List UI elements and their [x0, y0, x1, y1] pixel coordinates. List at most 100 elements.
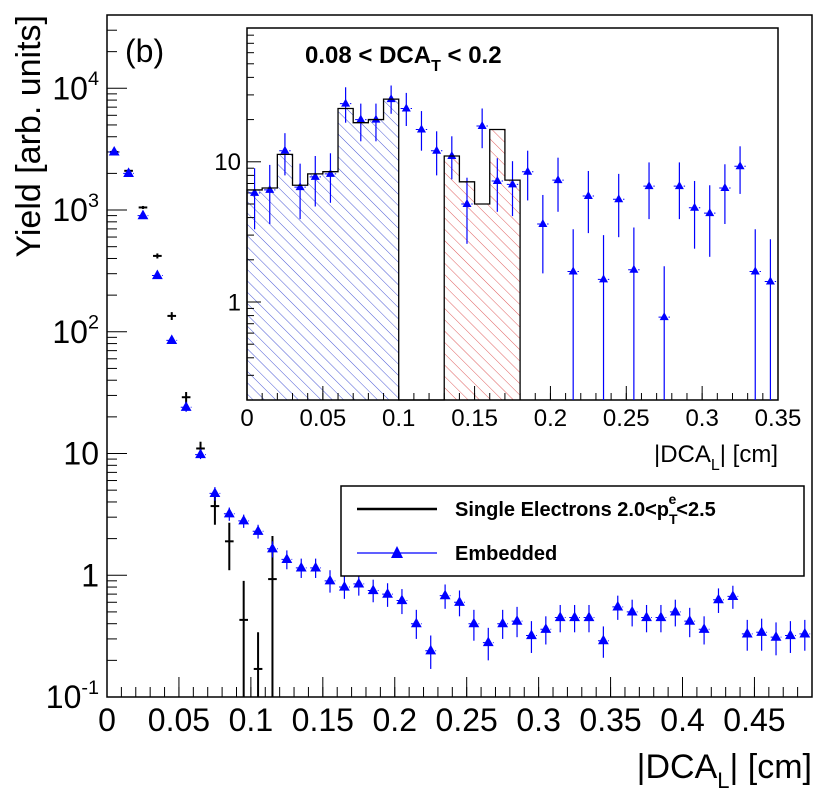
triangle-marker — [569, 611, 581, 622]
data-point-embedded — [338, 576, 350, 599]
data-point-embedded — [643, 162, 655, 220]
main-x-axis-title: |DCAL| [cm] — [637, 748, 812, 793]
legend-marker-embedded — [391, 546, 403, 558]
data-point-single-electrons — [153, 253, 162, 259]
data-point-embedded — [382, 583, 393, 607]
data-point-embedded — [137, 209, 149, 220]
triangle-marker — [482, 636, 494, 647]
triangle-marker — [497, 617, 509, 628]
data-point-embedded — [425, 635, 437, 669]
main-axis-ticks: 0 0.05 0.1 0.15 0.2 0.25 0.3 0.35 0.4 0.4510-1110… — [46, 14, 813, 738]
data-point-embedded — [353, 573, 365, 596]
y-tick-label: 103 — [52, 190, 99, 228]
inset-x-axis-title-sub: L — [711, 457, 720, 474]
triangle-marker — [382, 588, 393, 598]
data-point-embedded — [655, 604, 667, 633]
inset-x-axis-title: |DCAL| [cm] — [654, 441, 778, 474]
x-tick-label: 0.2 — [534, 405, 567, 432]
legend: Single Electrons 2.0<pTe<2.5 Embedded — [340, 485, 805, 577]
x-tick-label: 0.35 — [755, 405, 802, 432]
legend-label-single-electrons-tail: <2.5 — [676, 499, 715, 521]
y-tick-label: 1 — [81, 557, 99, 593]
legend-label-single-electrons-sub: T — [669, 511, 678, 527]
data-point-embedded — [476, 108, 488, 149]
data-point-embedded — [324, 570, 336, 593]
data-point-embedded — [195, 448, 206, 460]
data-point-embedded — [461, 177, 473, 244]
data-point-embedded — [367, 579, 379, 603]
data-point-embedded — [628, 227, 640, 400]
data-point-embedded — [688, 180, 701, 249]
triangle-marker — [599, 274, 609, 283]
data-point-single-electrons — [253, 632, 263, 697]
triangle-marker — [341, 98, 351, 107]
data-point-embedded — [252, 524, 264, 539]
triangle-marker — [280, 145, 290, 154]
triangle-marker — [765, 276, 775, 285]
triangle-marker — [690, 202, 700, 211]
data-point-embedded — [704, 185, 716, 257]
data-point-embedded — [396, 589, 408, 615]
data-point-embedded — [339, 87, 352, 123]
legend-box — [340, 485, 805, 577]
triangle-marker — [416, 124, 426, 133]
triangle-marker — [252, 525, 264, 535]
data-point-embedded — [526, 621, 537, 653]
triangle-marker — [325, 168, 335, 177]
data-point-embedded — [626, 599, 638, 627]
inset-title-sub: T — [431, 58, 441, 75]
triangle-marker — [324, 574, 336, 585]
triangle-marker — [151, 269, 163, 280]
data-point-embedded — [223, 507, 235, 521]
triangle-marker — [310, 561, 322, 572]
y-tick-label: 102 — [52, 312, 99, 350]
data-point-single-electrons — [138, 205, 148, 209]
triangle-marker — [669, 605, 681, 616]
triangle-marker — [583, 611, 595, 622]
legend-label-single-electrons: Single Electrons 2.0<pTe<2.5 — [455, 491, 716, 527]
triangle-marker — [785, 629, 796, 640]
triangle-marker — [401, 103, 411, 112]
data-point-embedded — [567, 229, 579, 400]
triangle-marker — [295, 561, 307, 572]
triangle-marker — [735, 161, 745, 170]
triangle-marker — [720, 183, 730, 192]
x-tick-label: 0.1 — [382, 405, 415, 432]
triangle-marker — [356, 114, 366, 123]
triangle-marker — [310, 171, 320, 180]
triangle-marker — [540, 623, 552, 633]
data-point-embedded — [583, 604, 595, 633]
triangle-marker — [462, 198, 472, 207]
data-point-embedded — [209, 487, 221, 501]
data-point-embedded — [238, 514, 250, 528]
x-tick-label: 0.05 — [299, 405, 346, 432]
data-point-embedded — [108, 145, 120, 156]
triangle-marker — [432, 145, 442, 154]
triangle-marker — [492, 175, 502, 184]
triangle-marker — [526, 629, 537, 640]
triangle-marker — [425, 644, 437, 655]
triangle-marker — [750, 266, 760, 275]
data-point-embedded — [582, 170, 595, 234]
data-point-embedded — [658, 266, 670, 400]
triangle-marker — [629, 264, 639, 273]
data-point-embedded — [612, 595, 624, 620]
data-point-embedded — [123, 167, 134, 177]
x-tick-label: 0.3 — [685, 405, 718, 432]
triangle-marker — [659, 312, 669, 321]
triangle-marker — [538, 219, 548, 228]
data-point-embedded — [669, 599, 681, 627]
y-tick-label: 104 — [52, 68, 99, 106]
data-point-embedded — [166, 334, 178, 344]
triangle-marker — [166, 334, 178, 344]
triangle-marker — [508, 179, 517, 188]
data-point-embedded — [454, 590, 465, 617]
triangle-marker — [265, 184, 275, 193]
triangle-marker — [123, 167, 134, 177]
triangle-marker — [523, 166, 533, 175]
triangle-marker — [250, 187, 260, 196]
triangle-marker — [674, 181, 684, 190]
y-tick-label: 10 — [214, 149, 241, 176]
triangle-marker — [626, 605, 638, 616]
